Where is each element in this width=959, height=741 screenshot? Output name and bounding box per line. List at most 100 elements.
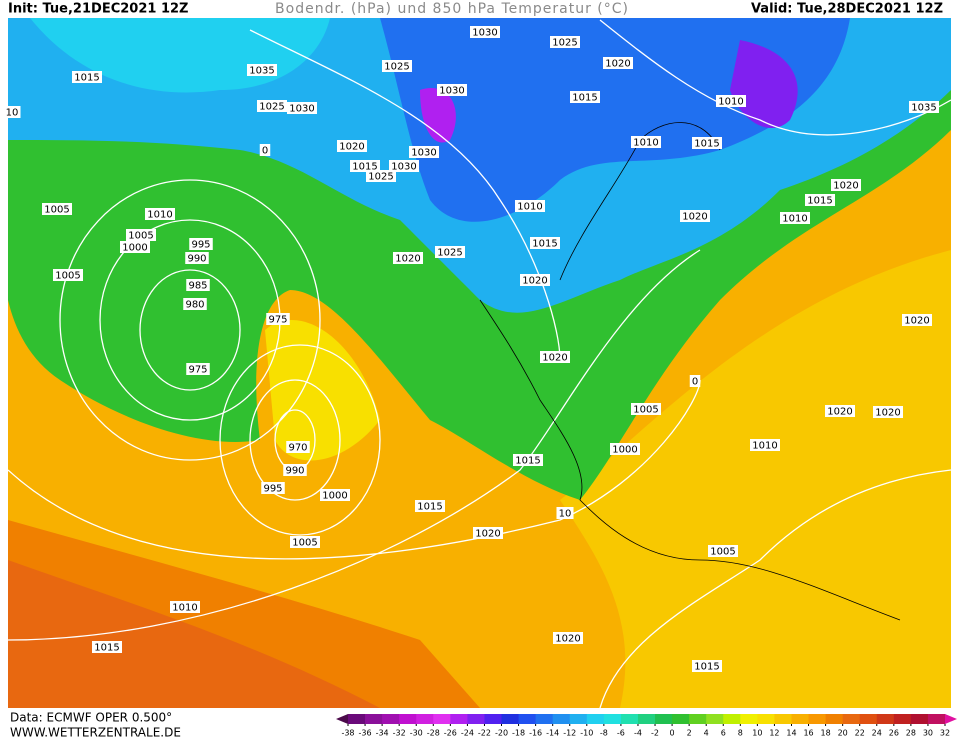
valid-time: Valid: Tue,28DEC2021 12Z	[751, 2, 943, 17]
scale-bin	[399, 714, 417, 724]
scale-bin	[552, 714, 571, 724]
scale-tick-label: 6	[721, 729, 726, 738]
isobar-label-box	[382, 60, 412, 72]
scale-bin	[655, 714, 673, 724]
isobar-label: 1030	[472, 28, 497, 39]
scale-tick-label: -36	[359, 729, 372, 738]
isobar-label-box	[261, 482, 285, 494]
temperature-field	[8, 18, 951, 708]
isobar-label-box	[145, 208, 175, 220]
isobar-label-box	[337, 140, 367, 152]
isobar-label-box	[286, 441, 310, 453]
isobar-label: 1030	[439, 86, 464, 97]
isobar-label-box	[631, 136, 661, 148]
isobar-label-box	[185, 252, 209, 264]
scale-tick-label: -2	[651, 729, 659, 738]
isobar-label-box	[470, 26, 500, 38]
isobar-label-box	[189, 238, 213, 250]
isobar-label: 1015	[352, 162, 377, 173]
scale-bin	[620, 714, 639, 724]
isobar-label-box	[437, 84, 467, 96]
isobar-label-box	[556, 507, 574, 519]
isobar-label: 1025	[368, 172, 393, 183]
scale-tick-label: 32	[940, 729, 950, 738]
isobar-label-box	[435, 246, 465, 258]
scale-tick-label: -30	[410, 729, 423, 738]
scale-tick-label: 18	[821, 729, 831, 738]
scale-tick-label: 24	[872, 729, 882, 738]
scale-bin	[723, 714, 741, 724]
scale-tick-label: 0	[670, 729, 675, 738]
scale-bin	[535, 714, 554, 724]
scale-tick-label: -16	[529, 729, 542, 738]
isobar-label: 1010	[752, 441, 777, 452]
isobar-label: 1005	[44, 205, 69, 216]
scale-bin	[740, 714, 758, 724]
isobar-label: 1020	[833, 181, 858, 192]
scale-bin	[637, 714, 656, 724]
scale-bin	[876, 714, 895, 724]
isobar-label: 0	[692, 377, 698, 388]
isobar-label-box	[92, 641, 122, 653]
scale-bin	[927, 714, 946, 724]
scale-bin	[859, 714, 878, 724]
isobar-label-box	[909, 101, 939, 113]
isobar-label: 1000	[122, 243, 147, 254]
isobar-label: 1020	[542, 353, 567, 364]
isobar-label-box	[186, 279, 210, 291]
isobar-label-box	[540, 351, 570, 363]
isobar-label-box	[72, 71, 102, 83]
isobar-label: 1015	[694, 139, 719, 150]
scale-bin	[450, 714, 468, 724]
isobar-label-box	[680, 210, 710, 222]
isobar-label: 1015	[694, 662, 719, 673]
scale-tick-label: -20	[495, 729, 508, 738]
isobar-label: 1020	[875, 408, 900, 419]
data-source: Data: ECMWF OPER 0.500°	[10, 711, 172, 725]
isobar-label-box	[366, 170, 396, 182]
scale-tick-label: 20	[838, 729, 848, 738]
isobar-label: 1030	[411, 148, 436, 159]
scale-bin	[808, 714, 827, 724]
scale-bin	[910, 714, 929, 724]
isobar-label-box	[570, 91, 600, 103]
isobar-label: 1020	[904, 316, 929, 327]
isobar-label-box	[170, 601, 200, 613]
isobar-label: 1005	[128, 231, 153, 242]
website: WWW.WETTERZENTRALE.DE	[10, 726, 181, 740]
isobar-label: 1010	[517, 202, 542, 213]
scale-bin	[706, 714, 724, 724]
isobar-label: 1020	[522, 276, 547, 287]
scale-bin	[365, 714, 383, 724]
isobar-label: 1015	[515, 456, 540, 467]
scale-bin	[348, 714, 366, 724]
isobar-label: 1035	[249, 66, 274, 77]
isobar-label: 1020	[475, 529, 500, 540]
isobar-label: 1010	[718, 97, 743, 108]
scale-tick-label: 2	[687, 729, 692, 738]
isobar-label-box	[415, 500, 445, 512]
scale-tick-label: -34	[376, 729, 389, 738]
scale-tick-label: -26	[444, 729, 457, 738]
scale-tick-label: -38	[341, 729, 354, 738]
scale-tick-label: 8	[738, 729, 743, 738]
isobar-label: 1020	[395, 254, 420, 265]
isobar-label-box	[53, 269, 83, 281]
isobar-label: 1015	[532, 239, 557, 250]
isobar-label: 1010	[633, 138, 658, 149]
isobar-label-box	[120, 241, 150, 253]
isobar-label: 985	[188, 281, 207, 292]
isobar-label: 1035	[911, 103, 936, 114]
isobar-label: 1025	[437, 248, 462, 259]
isobar-label-box	[902, 314, 932, 326]
isobar-label: 1025	[384, 62, 409, 73]
scale-tick-label: 30	[923, 729, 933, 738]
isobar-label-box	[780, 212, 810, 224]
isobar-label: 1005	[292, 538, 317, 549]
scale-bin	[382, 714, 400, 724]
isobar-label-box	[389, 160, 419, 172]
isobar-label: 1015	[417, 502, 442, 513]
header: Init: Tue,21DEC2021 12Z Bodendr. (hPa) u…	[0, 0, 959, 18]
scale-bin	[569, 714, 588, 724]
isobar-label-box	[716, 95, 746, 107]
